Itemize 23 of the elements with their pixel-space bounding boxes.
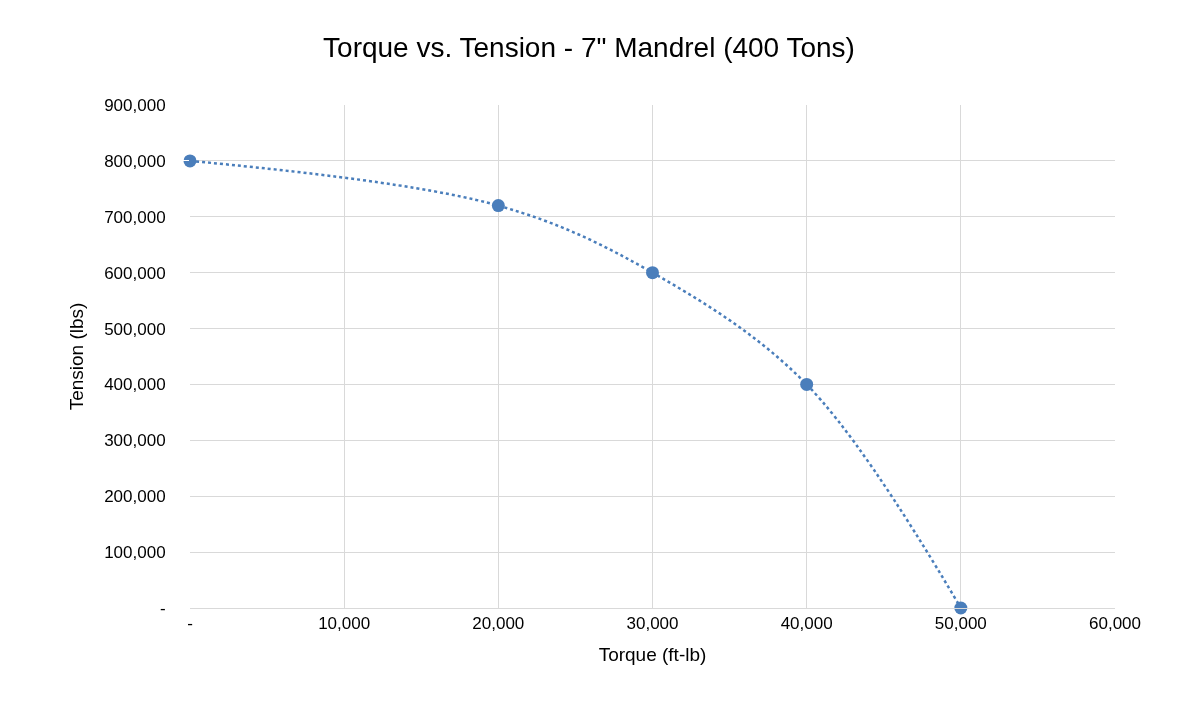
- x-tick-label: 20,000: [472, 614, 525, 634]
- y-tick-label: 500,000: [104, 319, 166, 339]
- x-tick-label: 40,000: [780, 614, 833, 634]
- x-tick-label: 60,000: [1089, 614, 1141, 634]
- y-tick-label: 300,000: [104, 431, 166, 451]
- y-tick-label: 100,000: [104, 543, 166, 563]
- x-tick-label: 10,000: [318, 614, 371, 634]
- x-tick-label: 50,000: [934, 614, 987, 634]
- chart-title: Torque vs. Tension - 7" Mandrel (400 Tons): [323, 31, 855, 63]
- y-tick-label: 700,000: [104, 207, 166, 227]
- x-axis-title: Torque (ft-lb): [598, 644, 707, 666]
- y-axis-title: Tension (lbs): [66, 302, 87, 411]
- point: [491, 199, 505, 213]
- y-tick-label: -: [159, 598, 166, 618]
- point: [800, 377, 814, 391]
- x-tick-label: -: [187, 614, 193, 634]
- y-tick-label: 900,000: [104, 95, 166, 115]
- y-tick-label: 600,000: [104, 263, 166, 283]
- y-tick-label: 400,000: [104, 375, 166, 395]
- y-tick-label: 200,000: [104, 487, 166, 507]
- x-tick-label: 30,000: [626, 614, 679, 634]
- y-tick-label: 800,000: [104, 151, 166, 171]
- point: [646, 266, 659, 280]
